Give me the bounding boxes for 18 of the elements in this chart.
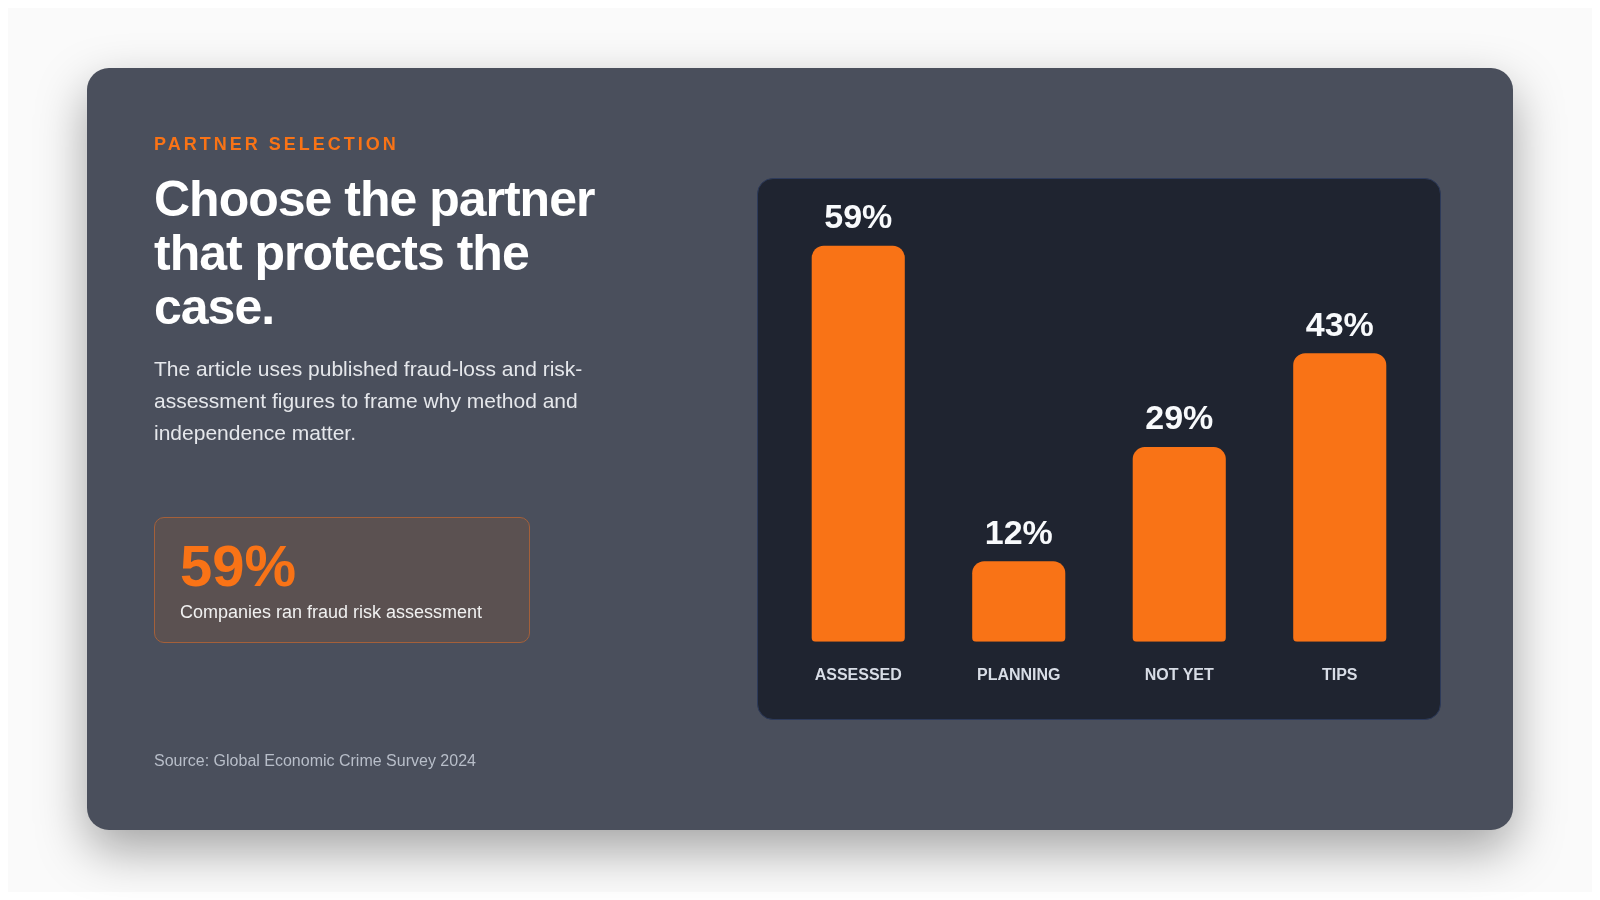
text: Companies ran fraud risk assessment	[180, 602, 483, 623]
bar	[811, 245, 905, 642]
bar	[1132, 447, 1226, 642]
data-label: 59%	[824, 197, 893, 236]
x-tick-label: ASSESSED	[814, 665, 902, 683]
bar	[972, 561, 1066, 642]
x-tick-label: TIPS	[1321, 665, 1358, 683]
text: 59%	[180, 533, 297, 598]
text: PARTNER SELECTION	[154, 134, 399, 155]
text: Choose the partner that protects the case.	[154, 171, 596, 335]
bar	[1293, 353, 1387, 642]
x-tick-label: PLANNING	[976, 665, 1061, 683]
x-tick-label: NOT YET	[1144, 665, 1214, 683]
data-label: 29%	[1145, 398, 1214, 437]
text: The article uses published fraud-loss and risk-assessment figures to frame why method and independence matter.	[154, 356, 584, 446]
data-label: 43%	[1305, 304, 1374, 343]
data-label: 12%	[984, 512, 1053, 551]
source-note: Source: Global Economic Crime Survey 2024	[154, 752, 476, 770]
